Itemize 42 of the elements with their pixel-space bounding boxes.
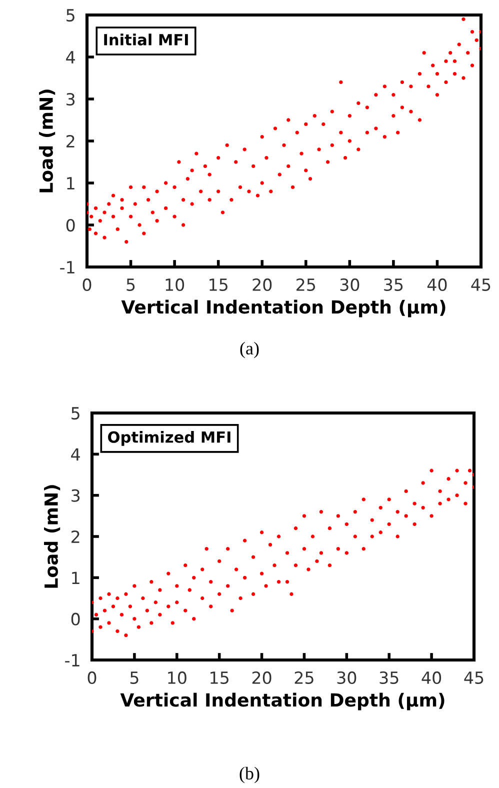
y-tick-label: 3 — [66, 92, 75, 106]
annotation: Optimized MFI — [108, 431, 230, 446]
x-tick-label: 15 — [210, 672, 228, 684]
y-tick-label: 0 — [66, 218, 75, 232]
y-tick-label: 4 — [71, 448, 80, 460]
x-tick-label: 30 — [337, 671, 356, 684]
x-tick-label: 25 — [294, 671, 314, 684]
y-axis-title: Load (mN) — [39, 90, 56, 192]
x-tick-label: 40 — [422, 671, 442, 684]
x-tick-label: 45 — [464, 672, 484, 684]
y-tick-label: -1 — [60, 261, 74, 274]
x-tick-label: 40 — [427, 278, 447, 292]
x-tick-label: 5 — [130, 672, 138, 684]
x-tick-label: 20 — [252, 278, 272, 292]
x-tick-label: 0 — [88, 671, 96, 684]
x-tick-label: 30 — [340, 278, 360, 292]
y-tick-label: 1 — [72, 572, 80, 584]
x-tick-label: 20 — [252, 671, 272, 684]
x-tick-label: 5 — [126, 278, 135, 292]
y-tick-label: 2 — [72, 530, 80, 543]
x-tick-label: 10 — [168, 671, 186, 684]
x-tick-label: 45 — [471, 278, 490, 292]
y-axis-title: Load (mN) — [44, 485, 60, 588]
y-tick-label: 1 — [67, 177, 74, 190]
annotation: Initial MFI — [104, 34, 188, 46]
text: (b) — [240, 766, 260, 784]
y-tick-label: 5 — [72, 407, 80, 420]
y-tick-label: 2 — [66, 134, 74, 148]
x-tick-label: 35 — [380, 671, 398, 684]
y-tick-label: -1 — [65, 654, 80, 666]
x-tick-label: 10 — [166, 278, 184, 292]
y-tick-label: 5 — [66, 9, 74, 22]
x-tick-label: 0 — [82, 278, 92, 292]
x-axis-title: Vertical Indentation Depth (μm) — [121, 300, 446, 318]
x-tick-label: 35 — [384, 278, 403, 292]
y-tick-label: 4 — [66, 51, 75, 64]
y-tick-label: 0 — [71, 612, 80, 626]
y-tick-label: 3 — [72, 489, 80, 502]
x-axis-title: Vertical Indentation Depth (μm) — [120, 692, 444, 710]
x-tick-label: 25 — [296, 278, 316, 292]
text: (a) — [240, 342, 259, 358]
x-tick-label: 15 — [210, 278, 228, 292]
